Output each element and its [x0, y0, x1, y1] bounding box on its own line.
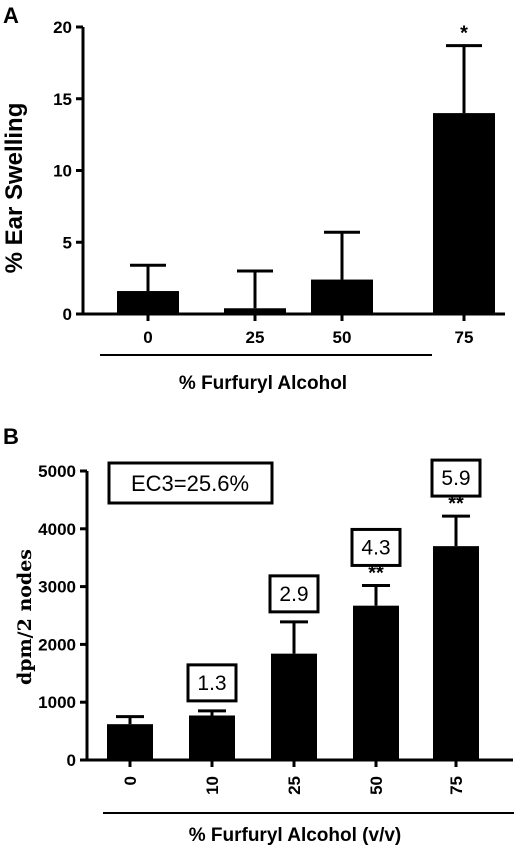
panel-b-x-tick-label: 75: [447, 776, 466, 795]
panel-a-significance-marker: *: [460, 23, 468, 45]
panel-b-bar: [353, 605, 399, 760]
panel-a-x-tick-label: 75: [455, 328, 474, 347]
panel-a-x-tick-label: 25: [246, 328, 265, 347]
panel-b-x-tick-label: 0: [121, 776, 140, 785]
panel-b-stimulation-index-box: [186, 663, 238, 703]
panel-b-stimulation-index-box: [350, 527, 402, 567]
panel-b-y-tick-label: 5000: [38, 462, 76, 481]
panel-a-marks: 0 5 10 15 20 0 25 50 75 *: [53, 18, 505, 347]
panel-a-x-tick-label: 50: [333, 328, 352, 347]
panel-b-bar: [189, 715, 235, 760]
panel-b-marks: 0 1000 2000 3000 4000 5000 0 10 1.3 25 2.9 50 ** 4.3 7…: [38, 458, 513, 795]
panel-b-bar: [433, 546, 479, 760]
panel-a-y-tick-label: 5: [63, 233, 72, 252]
panel-b-bar: [107, 724, 153, 760]
panel-b-stimulation-index-label: 1.3: [197, 672, 226, 695]
panel-b-y-tick-label: 1000: [38, 693, 76, 712]
panel-b-y-tick-label: 4000: [38, 520, 76, 539]
panel-b-y-tick-label: 0: [67, 751, 76, 770]
panel-b-significance-marker: **: [368, 562, 384, 584]
panel-b-x-axis-label: % Furfuryl Alcohol (v/v): [189, 825, 402, 846]
panel-a-x-tick-label: 0: [143, 328, 152, 347]
panel-b-bar: [271, 653, 317, 760]
panel-a-x-axis-label: % Furfuryl Alcohol: [179, 373, 347, 394]
panel-a-y-axis-label: % Ear Swelling: [1, 103, 28, 274]
panel-b-label: B: [3, 424, 19, 449]
panel-b-y-axis-label: dpm/2 nodes: [14, 549, 36, 685]
panel-a-y-tick-label: 20: [53, 18, 72, 37]
panel-b-y-tick-label: 2000: [38, 635, 76, 654]
panel-a-y-tick-label: 0: [63, 305, 72, 324]
panel-b-x-tick-label: 25: [285, 776, 304, 795]
panel-a-bar: [224, 308, 286, 314]
panel-b-stimulation-index-label: 4.3: [361, 536, 390, 559]
panel-b-stimulation-index-box: [430, 458, 482, 498]
panel-b-stimulation-index-label: 2.9: [279, 583, 308, 606]
panel-b-significance-marker: **: [448, 493, 464, 515]
panel-b-y-tick-label: 3000: [38, 578, 76, 597]
panel-b-x-tick-label: 10: [203, 776, 222, 795]
panel-b-stimulation-index-box: [268, 574, 320, 614]
panel-a-y-tick-label: 15: [53, 90, 72, 109]
panel-a-bar: [433, 113, 495, 314]
ec3-annotation: EC3=25.6%: [131, 471, 249, 496]
panel-a-bar: [117, 291, 179, 314]
panel-a-bar: [311, 279, 373, 314]
ec3-box: [107, 461, 274, 505]
panel-a-y-tick-label: 10: [53, 162, 72, 181]
panel-a-label: A: [3, 3, 19, 28]
panel-b-x-tick-label: 50: [367, 776, 386, 795]
panel-b-stimulation-index-label: 5.9: [441, 467, 470, 490]
